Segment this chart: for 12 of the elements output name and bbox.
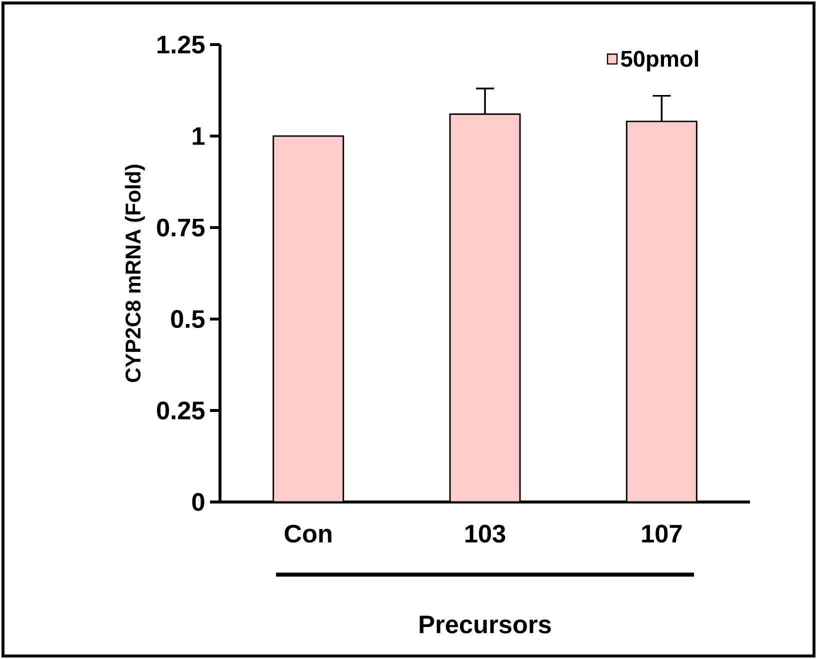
y-tick-label: 0.25 <box>156 402 205 420</box>
y-tick-label: 0.5 <box>171 310 205 328</box>
x-axis-title: Precursors <box>420 616 551 634</box>
y-tick-label: 0.75 <box>156 218 205 237</box>
y-axis-title: CYP2C8 mRNA (Fold) <box>124 164 145 382</box>
x-tick-label: 103 <box>465 524 506 543</box>
x-tick-label: 107 <box>642 524 682 543</box>
y-tick-label: 1 <box>192 127 205 145</box>
x-tick-label: Con <box>284 524 332 543</box>
legend-label: 50pmol <box>620 50 698 72</box>
y-tick-label: 1.25 <box>158 36 205 54</box>
y-tick-label: 0 <box>192 493 204 511</box>
